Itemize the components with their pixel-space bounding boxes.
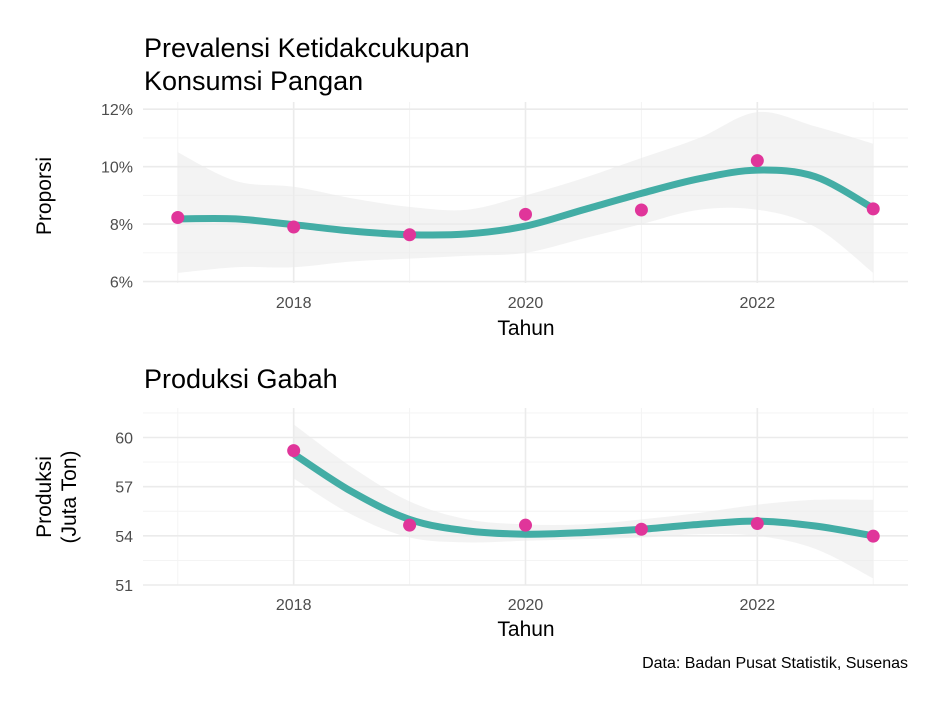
y-tick-label: 51 (115, 578, 133, 595)
y-tick-label: 60 (115, 431, 133, 448)
data-point (866, 529, 880, 543)
x-tick-label: 2020 (508, 597, 544, 614)
confidence-band (293, 424, 874, 579)
chart-panel-prevalensi: Prevalensi Ketidakcukupan Konsumsi Panga… (33, 33, 908, 340)
x-tick-label: 2020 (508, 295, 544, 312)
data-point (403, 518, 417, 532)
x-tick-label: 2018 (276, 295, 312, 312)
y-axis-label: Proporsi (33, 157, 56, 235)
x-tick-label: 2018 (276, 597, 312, 614)
data-point (403, 228, 417, 242)
chart-panel-produksi: Produksi Gabah Tahun Produksi (Juta Ton)… (33, 364, 908, 641)
y-tick-label: 6% (110, 275, 133, 292)
y-tick-label: 8% (110, 217, 133, 234)
chart-title-line: Produksi Gabah (144, 364, 338, 394)
data-point (634, 203, 648, 217)
x-tick-label: 2022 (740, 597, 776, 614)
y-axis-label: (Juta Ton) (58, 451, 81, 544)
data-point (750, 154, 764, 168)
y-axis-label: Produksi (33, 456, 56, 538)
trend-line (291, 450, 874, 540)
data-point (287, 444, 301, 458)
chart-title-line: Konsumsi Pangan (144, 66, 363, 96)
y-tick-label: 12% (101, 102, 133, 119)
y-tick-label: 10% (101, 160, 133, 177)
x-axis-label: Tahun (497, 317, 554, 340)
x-tick-label: 2022 (740, 295, 776, 312)
y-tick-label: 54 (115, 529, 133, 546)
data-point (866, 202, 880, 216)
data-point (519, 518, 532, 532)
data-point (750, 517, 764, 531)
data-point (634, 522, 648, 536)
data-point (287, 220, 301, 234)
data-point (519, 207, 532, 221)
gridlines (143, 408, 908, 586)
x-axis-label: Tahun (497, 618, 554, 641)
y-tick-label: 57 (115, 480, 133, 497)
chart-title-line: Prevalensi Ketidakcukupan (144, 33, 470, 63)
data-point (171, 210, 185, 224)
caption: Data: Badan Pusat Statistik, Susenas (642, 655, 908, 672)
